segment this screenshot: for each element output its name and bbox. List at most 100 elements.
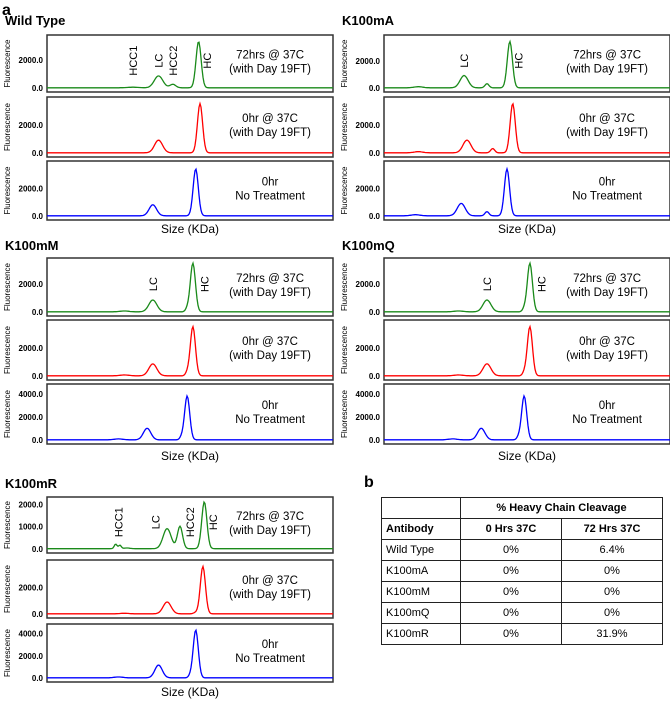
y-tick-label: 2000.0 [19,413,44,422]
col-header: 0 Hrs 37C [460,518,562,540]
y-tick-label: 2000.0 [356,280,381,289]
y-tick-label: 0.0 [32,212,44,221]
trace-panel: Fluorescence 0.0 1000.0 2000.0 72hrs @ 37C (w… [3,496,334,554]
condition-label: 0hr [262,639,279,651]
condition-label: (with Day 19FT) [229,287,311,299]
y-tick-label: 0.0 [369,372,381,381]
y-axis-label: Fluorescence [3,39,12,88]
condition-label: 0hr @ 37C [242,113,298,125]
condition-label: 0hr @ 37C [579,336,635,348]
super-header: % Heavy Chain Cleavage [460,497,663,519]
condition-label: No Treatment [235,414,305,426]
trace-panel: Fluorescence 0.0 2000.0 4000.0 0hr No Treatme… [3,623,334,683]
condition-label: 0hr [262,177,279,189]
peak-annotation: LC [154,54,166,68]
plot-frame [383,160,670,221]
trace-line [47,167,333,217]
y-axis-label: Fluorescence [3,102,12,151]
trace-panel: Fluorescence 0.0 2000.0 72hrs @ 37C (with Da… [340,34,670,93]
y-tick-label: 0.0 [32,372,44,381]
table-cell: K100mQ [381,602,461,624]
y-tick-label: 2000.0 [19,584,44,593]
y-axis-label: Fluorescence [340,262,349,311]
condition-label: (with Day 19FT) [566,350,648,362]
trace-panel: Fluorescence 0.0 2000.0 0hr @ 37C (with Day … [340,319,670,381]
y-tick-label: 2000.0 [356,344,381,353]
y-tick-label: 2000.0 [19,652,44,661]
condition-label: No Treatment [235,191,305,203]
condition-label: No Treatment [572,191,642,203]
plot-frame [46,319,334,381]
y-axis-label: Fluorescence [340,325,349,374]
table-row: K100mQ 0% 0% [381,602,663,624]
trace-line [384,39,670,89]
condition-label: 0hr [599,177,616,189]
y-axis-label: Fluorescence [3,564,12,613]
y-tick-label: 0.0 [32,610,44,619]
condition-label: No Treatment [572,414,642,426]
condition-label: 0hr @ 37C [242,336,298,348]
col-header: 72 Hrs 37C [561,518,663,540]
plot-frame [46,96,334,158]
table-cell: K100mM [381,581,461,603]
table-row: K100mA 0% 0% [381,560,663,582]
trace-line [384,102,670,154]
y-axis-label: Fluorescence [340,166,349,215]
plot-frame [383,383,670,445]
condition-label: 0hr @ 37C [242,575,298,587]
trace-panel: Fluorescence 0.0 2000.0 0hr No Treatment [3,160,334,221]
table-cell: 0% [561,581,663,603]
plot-frame [46,34,334,93]
y-axis-label: Fluorescence [3,500,12,549]
condition-label: (with Day 19FT) [566,127,648,139]
y-tick-label: 4000.0 [19,390,44,399]
x-axis-label: Size (KDa) [497,222,556,236]
trace-line [384,324,670,377]
plot-frame [383,319,670,381]
condition-label: (with Day 19FT) [229,589,311,601]
x-axis-label: Size (KDa) [497,449,556,463]
y-tick-label: 2000.0 [356,184,381,193]
table-cell: 0% [561,560,663,582]
trace-line [47,260,333,313]
condition-label: 0hr @ 37C [579,113,635,125]
condition-label: (with Day 19FT) [229,127,311,139]
condition-label: (with Day 19FT) [566,287,648,299]
peak-annotation: HCC1 [128,46,140,76]
condition-label: 72hrs @ 37C [573,50,641,62]
plot-frame [383,34,670,93]
condition-label: (with Day 19FT) [229,64,311,76]
y-tick-label: 0.0 [32,84,44,93]
peak-annotation: LC [151,515,163,529]
panel-label-a: a [2,2,11,19]
y-axis-label: Fluorescence [3,389,12,438]
group-title: Wild Type [5,13,66,28]
trace-line [47,101,333,154]
peak-annotation: LC [459,54,471,68]
condition-label: 0hr [262,400,279,412]
table-cell: 0% [460,623,562,645]
table-row: K100mM 0% 0% [381,581,663,603]
y-tick-label: 0.0 [32,545,44,554]
condition-label: 72hrs @ 37C [236,50,304,62]
cleavage-table: % Heavy Chain Cleavage Antibody 0 Hrs 37… [381,497,663,645]
group-title: K100mQ [342,238,395,253]
table-cell: 31.9% [561,623,663,645]
y-tick-label: 2000.0 [19,184,44,193]
y-tick-label: 2000.0 [19,344,44,353]
table-cell: 6.4% [561,539,663,561]
peak-annotation: HCC1 [114,507,126,537]
y-tick-label: 2000.0 [19,500,44,509]
trace-line [47,393,333,441]
condition-label: 0hr [599,400,616,412]
y-tick-label: 0.0 [32,674,44,683]
group-title: K100mA [342,13,395,28]
col-header: Antibody [381,518,461,540]
table-super-header-row: % Heavy Chain Cleavage [381,497,663,519]
table-cell: 0% [460,539,562,561]
peak-annotation: HC [199,276,211,292]
plot-frame [383,96,670,158]
plot-frame [46,559,334,619]
peak-annotation: HC [536,276,548,292]
